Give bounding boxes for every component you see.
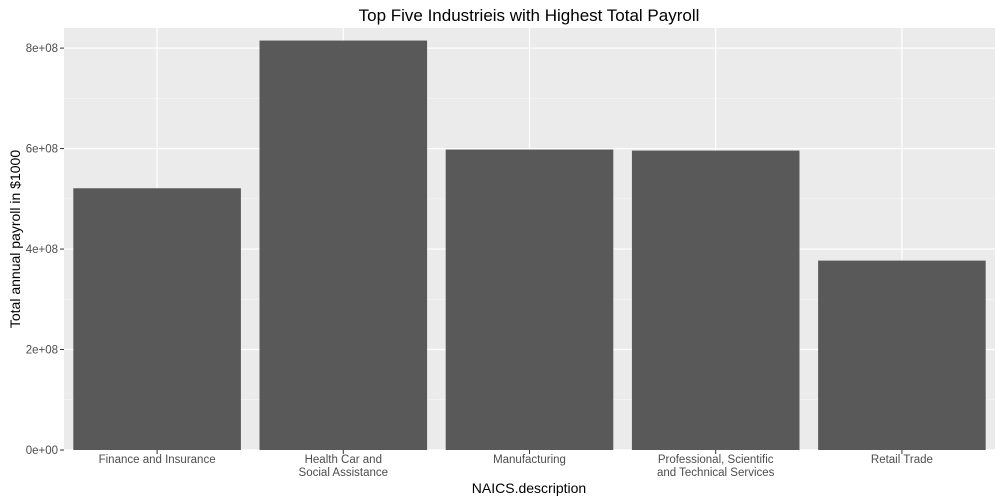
x-tick-label-line: and Technical Services [657, 467, 775, 479]
y-tick-label: 4e+08 [26, 244, 58, 256]
x-tick-label: Retail Trade [871, 454, 933, 466]
y-tick-label: 6e+08 [26, 144, 58, 156]
x-tick-label-line: Professional, Scientific [658, 454, 774, 466]
x-tick-label: Health Car and Social Assistance [299, 454, 389, 479]
bar [259, 40, 428, 451]
y-tick-label: 0e+00 [26, 445, 58, 457]
x-tick-label-line: Social Assistance [299, 467, 389, 479]
bar [445, 149, 614, 451]
y-tick-label: 2e+08 [26, 345, 58, 357]
x-tick-label: Professional, Scientific and Technical Se… [657, 454, 775, 479]
x-axis: Finance and Insurance Health Car and Socia… [99, 450, 933, 479]
y-axis-title: Total annual payroll in $1000 [7, 150, 23, 328]
bar [818, 260, 986, 450]
x-tick-label-line: Manufacturing [493, 454, 566, 466]
x-tick-label: Finance and Insurance [99, 454, 216, 466]
x-tick-label-line: Retail Trade [871, 454, 933, 466]
x-tick-label-line: Health Car and [305, 454, 382, 466]
bar [73, 188, 241, 450]
x-tick-label-line: Finance and Insurance [99, 454, 216, 466]
chart-title: Top Five Industrieis with Highest Total … [359, 6, 700, 25]
bars [73, 40, 986, 451]
bar [631, 150, 800, 451]
y-tick-label: 8e+08 [26, 43, 58, 55]
y-axis: 0e+00 2e+08 4e+08 6e+08 8e+08 [26, 43, 64, 457]
x-axis-title: NAICS.description [472, 480, 586, 496]
x-tick-label: Manufacturing [493, 454, 566, 466]
